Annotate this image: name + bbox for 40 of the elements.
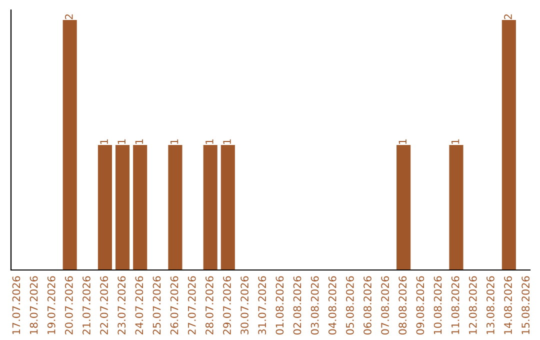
x-tick-label: 19.07.2026 — [47, 276, 56, 334]
x-tick-label: 10.08.2026 — [434, 276, 442, 334]
data-label: 2 — [64, 14, 73, 20]
x-tick-label: 26.07.2026 — [170, 276, 178, 334]
x-tick-label: 15.08.2026 — [522, 276, 530, 334]
data-label: 1 — [100, 139, 108, 144]
x-tick-label: 08.08.2026 — [398, 276, 407, 335]
x-tick-label: 31.07.2026 — [258, 276, 266, 334]
x-tick-label: 29.07.2026 — [223, 276, 231, 334]
x-tick-label: 12.08.2026 — [468, 276, 477, 334]
data-label: 1 — [118, 139, 126, 144]
x-tick-label: 13.08.2026 — [486, 276, 494, 334]
data-label: 1 — [223, 139, 231, 144]
data-label: 1 — [135, 139, 143, 144]
x-tick-label: 11.08.2026 — [451, 276, 460, 334]
data-label: 2 — [504, 14, 512, 20]
x-tick-label: 18.07.2026 — [30, 276, 38, 334]
x-tick-label: 27.07.2026 — [188, 276, 196, 334]
x-tick-label: 14.08.2026 — [504, 276, 512, 334]
x-tick-label: 05.08.2026 — [346, 276, 354, 335]
data-label: 1 — [452, 139, 460, 144]
data-label: 1 — [170, 139, 178, 144]
x-tick-label: 30.07.2026 — [240, 276, 248, 334]
data-label: 1 — [206, 139, 214, 144]
x-tick-label: 22.07.2026 — [100, 276, 108, 334]
x-tick-label: 25.07.2026 — [152, 276, 161, 334]
x-tick-label: 28.07.2026 — [205, 276, 214, 334]
x-tick-label: 21.07.2026 — [82, 276, 90, 334]
x-tick-label: 06.08.2026 — [364, 276, 372, 335]
x-tick-label: 02.08.2026 — [293, 276, 302, 335]
x-tick-label: 01.08.2026 — [276, 276, 284, 335]
x-tick-label: 03.08.2026 — [310, 276, 319, 335]
x-tick-label: 09.08.2026 — [416, 276, 424, 335]
x-tick-label: 24.07.2026 — [135, 276, 144, 334]
x-tick-label: 20.07.2026 — [64, 276, 73, 334]
x-tick-label: 17.07.2026 — [12, 276, 20, 334]
x-tick-label: 04.08.2026 — [328, 276, 336, 335]
data-label: 1 — [398, 139, 406, 144]
x-tick-label: 07.08.2026 — [381, 276, 389, 335]
x-tick-label: 23.07.2026 — [118, 276, 126, 334]
